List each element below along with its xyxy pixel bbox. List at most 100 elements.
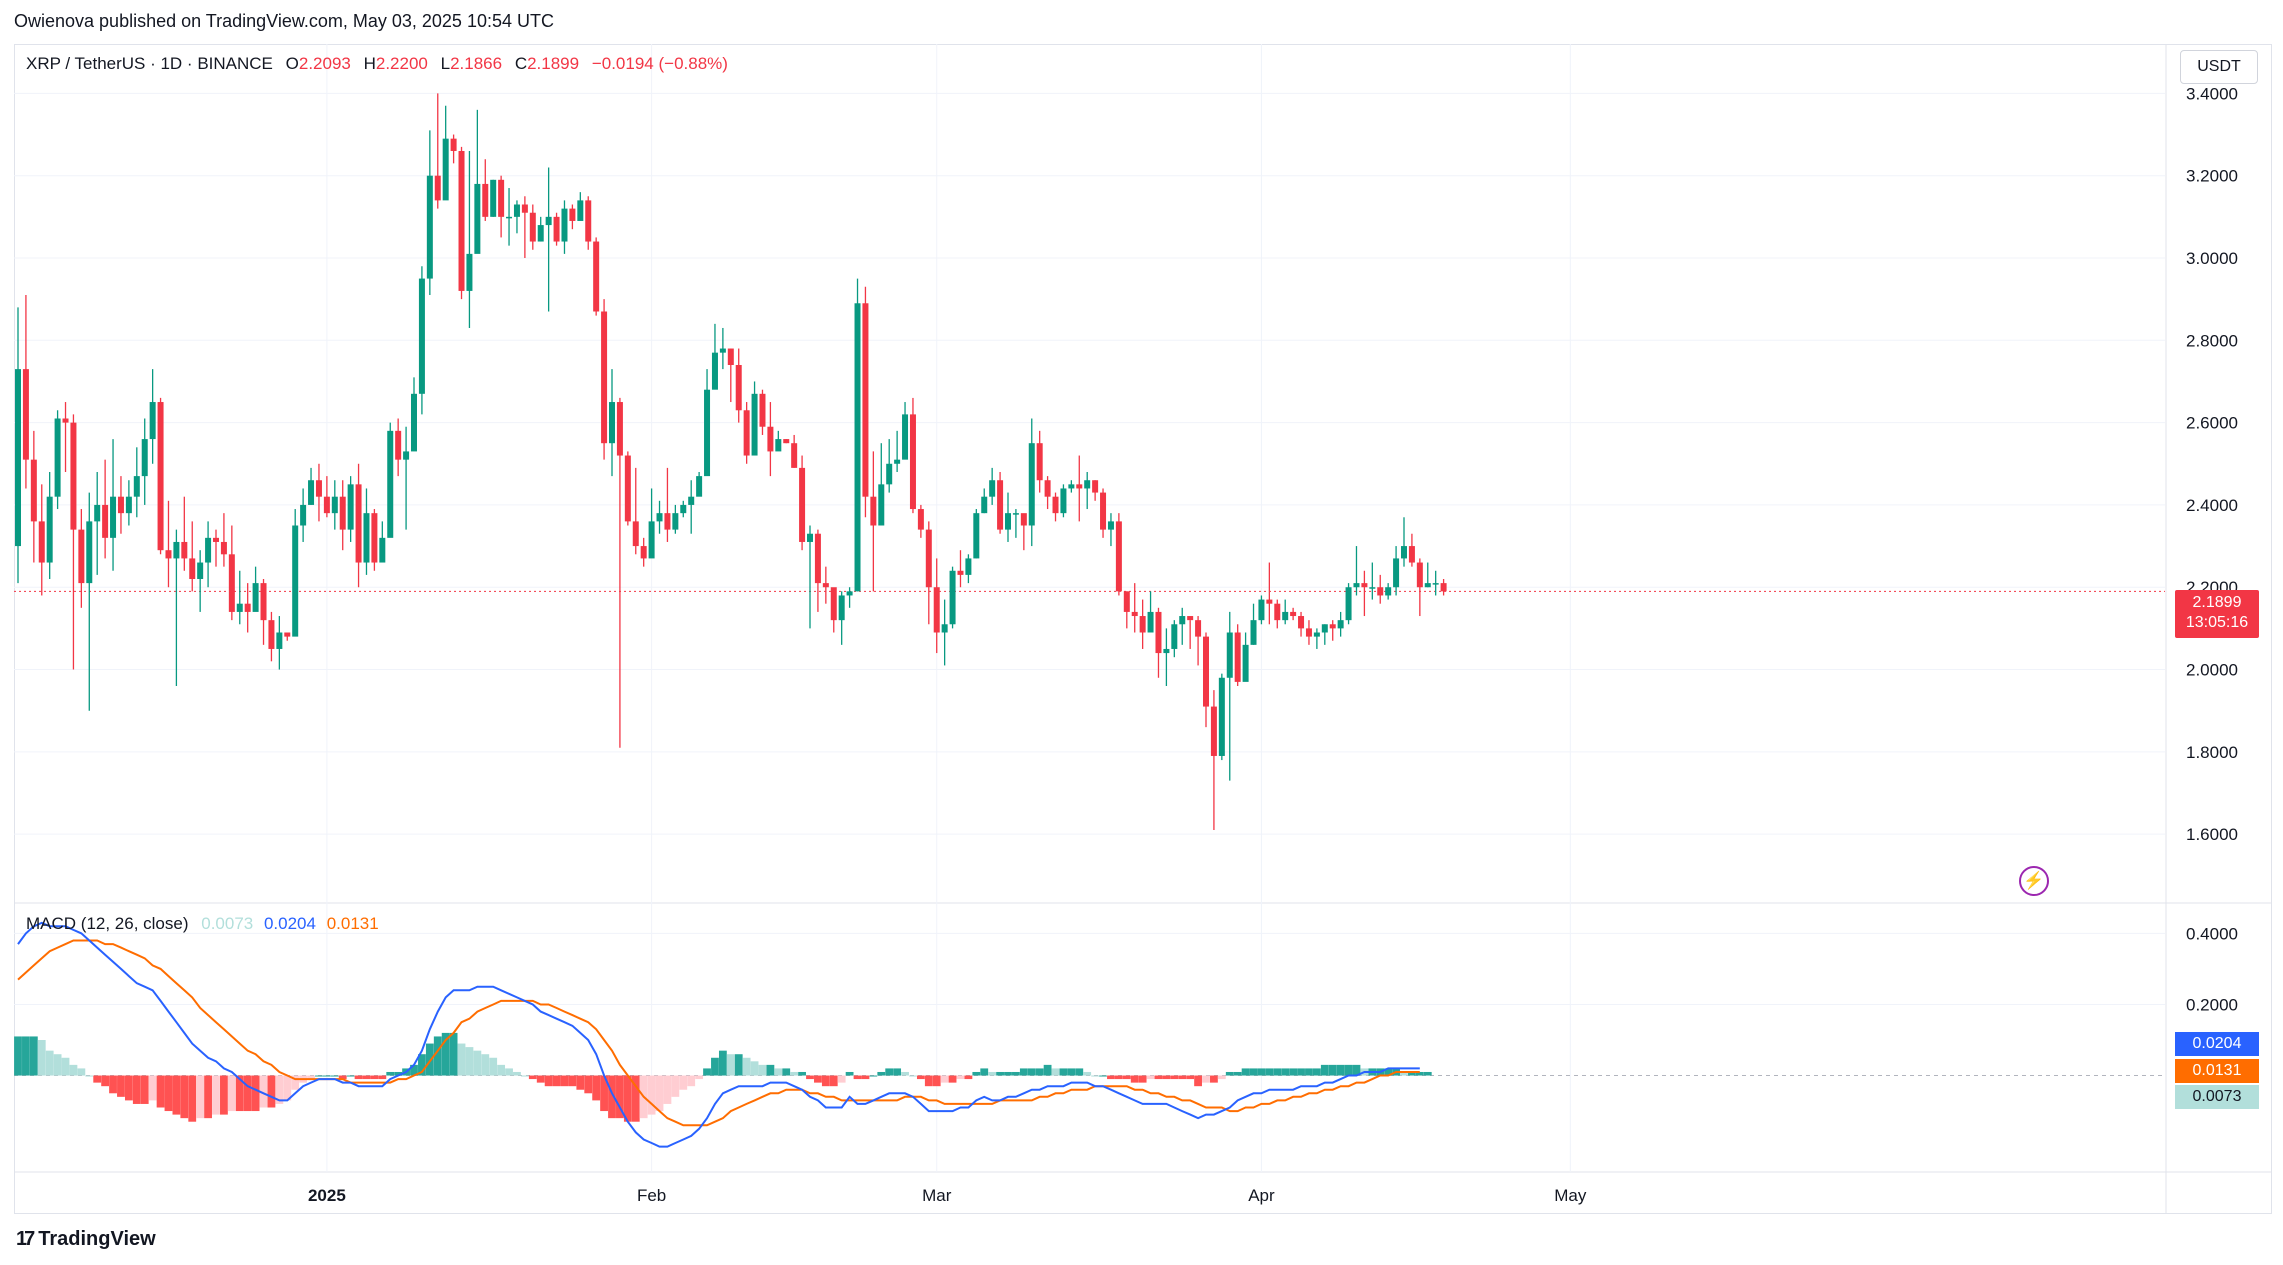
high-label: H — [363, 54, 376, 73]
candle — [197, 550, 204, 612]
candle — [70, 414, 77, 670]
macd-histogram-bar — [774, 1068, 783, 1076]
macd-title[interactable]: MACD (12, 26, close) — [26, 914, 189, 933]
macd-histogram-bar — [695, 1075, 704, 1080]
candle-body — [1408, 546, 1415, 563]
candle — [727, 348, 734, 403]
candle-body — [165, 550, 172, 559]
candle-body — [418, 278, 425, 394]
macd-grid-layer — [14, 932, 2165, 1077]
last-price-value: 2.1899 — [2192, 594, 2242, 611]
candle — [1155, 607, 1162, 678]
candle — [664, 467, 671, 542]
candle — [1020, 513, 1027, 551]
candle-body — [1424, 583, 1431, 588]
candle — [1076, 455, 1083, 522]
candle — [149, 369, 156, 464]
candle — [1179, 607, 1186, 645]
candle-body — [189, 558, 196, 579]
candle — [965, 554, 972, 584]
candle-body — [711, 352, 718, 390]
candle-body — [973, 513, 980, 559]
candle-body — [1329, 624, 1336, 629]
candle — [799, 455, 806, 551]
candle — [244, 583, 251, 633]
macd-histogram-bar — [520, 1075, 529, 1077]
macd-histogram-bar — [1099, 1075, 1107, 1077]
macd-histogram-bar — [576, 1075, 585, 1090]
macd-histogram-bar — [948, 1075, 957, 1083]
candle — [276, 616, 283, 670]
macd-histogram-bar — [631, 1075, 640, 1122]
candle — [181, 496, 188, 571]
candle — [490, 179, 497, 217]
candle-body — [30, 459, 37, 522]
candle — [363, 488, 370, 575]
macd-histogram-bar — [703, 1068, 711, 1076]
candle-body — [1282, 611, 1289, 621]
candle-body — [1171, 624, 1178, 649]
candle-body — [1290, 611, 1297, 617]
macd-histogram-bar — [322, 1075, 331, 1077]
macd-histogram-bar — [1075, 1068, 1084, 1076]
candle-body — [1250, 620, 1257, 645]
candle — [1092, 480, 1099, 501]
candle-body — [878, 484, 885, 526]
macd-histogram-bar — [750, 1061, 759, 1076]
candle-body — [648, 521, 655, 559]
macd-histogram-bar — [124, 1075, 133, 1101]
candle — [553, 212, 560, 246]
candle-body — [442, 138, 449, 201]
macd-histogram-bar — [1059, 1068, 1068, 1076]
macd-histogram-bar — [1043, 1064, 1052, 1076]
macd-histogram-bar — [924, 1075, 933, 1087]
macd-histogram-bar — [204, 1075, 212, 1119]
macd-histogram-bar — [742, 1057, 751, 1076]
candle-body — [1226, 632, 1233, 678]
price-tick-label: 1.6000 — [2186, 825, 2238, 844]
macd-histogram-bar — [1178, 1075, 1187, 1080]
currency-button[interactable]: USDT — [2180, 50, 2258, 84]
candle-body — [1052, 496, 1059, 514]
low-label: L — [440, 54, 451, 73]
candle-body — [70, 422, 77, 530]
macd-histogram-bar — [655, 1075, 664, 1112]
candle — [292, 509, 299, 637]
macd-histogram-bar — [1035, 1068, 1044, 1076]
macd-histogram-bar — [1241, 1068, 1250, 1076]
symbol-legend[interactable]: XRP / TetherUS · 1D · BINANCE O2.2093 H2… — [26, 54, 728, 74]
candle — [141, 418, 148, 505]
candle — [902, 402, 909, 460]
candle — [1147, 591, 1154, 633]
candle-body — [78, 529, 85, 584]
candle-body — [1361, 583, 1368, 588]
price-tick-label: 1.8000 — [2186, 743, 2238, 762]
candle-body — [593, 241, 600, 312]
macd-histogram-bar — [53, 1054, 62, 1076]
candle-body — [743, 410, 750, 456]
macd-histogram-bar — [956, 1075, 965, 1080]
macd-histogram-bar — [410, 1064, 418, 1076]
candle-body — [125, 496, 132, 514]
macd-legend[interactable]: MACD (12, 26, close) 0.0073 0.0204 0.013… — [26, 914, 379, 934]
macd-histogram-bar — [671, 1075, 680, 1097]
candle-body — [704, 389, 711, 477]
price-tick-label: 2.6000 — [2186, 414, 2238, 433]
candle-body — [521, 204, 528, 213]
candle-body — [363, 513, 370, 563]
lightning-bolt-icon[interactable]: ⚡ — [2019, 866, 2049, 896]
macd-histogram-bar — [806, 1075, 814, 1080]
candle — [862, 286, 869, 518]
candle-body — [347, 484, 354, 530]
candle-body — [300, 504, 307, 526]
macd-histogram-bar — [901, 1071, 909, 1076]
tradingview-logo-icon: 17 — [16, 1228, 35, 1250]
tradingview-logo[interactable]: 17 TradingView — [16, 1228, 156, 1251]
candle — [1100, 488, 1107, 538]
macd-histogram-bar — [386, 1071, 395, 1076]
symbol-title[interactable]: XRP / TetherUS · 1D · BINANCE — [26, 54, 273, 73]
macd-lines-layer — [17, 921, 1420, 1148]
candle-body — [1060, 488, 1067, 514]
macd-histogram-bar — [988, 1071, 997, 1076]
